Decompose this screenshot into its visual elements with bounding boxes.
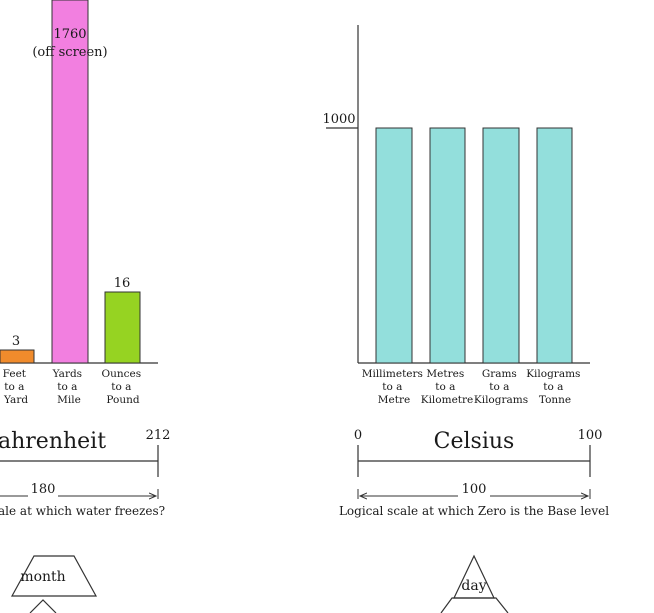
bar-yards-to-mile: [51, 0, 89, 364]
bar-yards-to-mile-label: Yards to a Mile: [52, 368, 86, 406]
metric-conversion-chart: 1000 Millimeters to a Metre Metres to a …: [322, 25, 590, 406]
day-shape: day: [440, 554, 509, 613]
bar-feet-to-yard-label: Feet to a Yard: [3, 368, 30, 406]
celsius-end-label: 100: [578, 428, 603, 443]
month-trapezoid: [10, 555, 98, 597]
bar-feet-to-yard-value: 3: [12, 334, 20, 349]
celsius-title: Celsius: [434, 429, 515, 454]
metric-chart-1000-label: 1000: [322, 112, 355, 127]
day-base-trapezoid: [440, 597, 509, 613]
bar-yards-to-mile-value: 1760: [53, 27, 86, 42]
celsius-scale: 0 Celsius 100 100 Logical scale at which…: [339, 428, 609, 518]
imperial-conversion-chart: 3 Feet to a Yard 1760 (off screen) Yards…: [0, 0, 158, 406]
bar-kilograms-to-tonne-label: Kilograms to a Tonne: [526, 368, 584, 406]
bar-feet-to-yard: [0, 349, 35, 364]
bar-millimeters-to-metre-label: Millimeters to a Metre: [362, 368, 427, 406]
bar-yards-to-mile-note: (off screen): [32, 45, 107, 60]
bar-metres-to-kilometre-label: Metres to a Kilometre: [421, 368, 474, 406]
fahrenheit-title: ahrenheit: [0, 429, 106, 454]
bar-grams-to-kilograms: [482, 127, 520, 364]
fahrenheit-scale: ahrenheit 212 180 ale at which water fre…: [0, 428, 170, 518]
bar-millimeters-to-metre: [375, 127, 413, 364]
month-label: month: [20, 569, 65, 585]
celsius-span-label: 100: [462, 482, 487, 497]
celsius-span-label-bg: [458, 482, 490, 498]
celsius-start-label: 0: [354, 428, 362, 443]
fahrenheit-end-label: 212: [146, 428, 171, 443]
fahrenheit-caption: ale at which water freezes?: [0, 504, 165, 518]
fahrenheit-span-label: 180: [31, 482, 56, 497]
bar-ounces-to-pound-value: 16: [114, 276, 131, 291]
month-sub-triangle: [29, 599, 57, 613]
bar-kilograms-to-tonne: [536, 127, 573, 364]
bar-metres-to-kilometre: [429, 127, 466, 364]
bar-ounces-to-pound: [104, 291, 141, 364]
month-shape: month: [10, 555, 98, 613]
fahrenheit-span-label-bg: [28, 482, 58, 498]
celsius-caption: Logical scale at which Zero is the Base …: [339, 504, 609, 518]
day-label: day: [461, 578, 486, 594]
bar-grams-to-kilograms-label: Grams to a Kilograms: [474, 368, 528, 406]
bar-ounces-to-pound-label: Ounces to a Pound: [102, 368, 145, 406]
